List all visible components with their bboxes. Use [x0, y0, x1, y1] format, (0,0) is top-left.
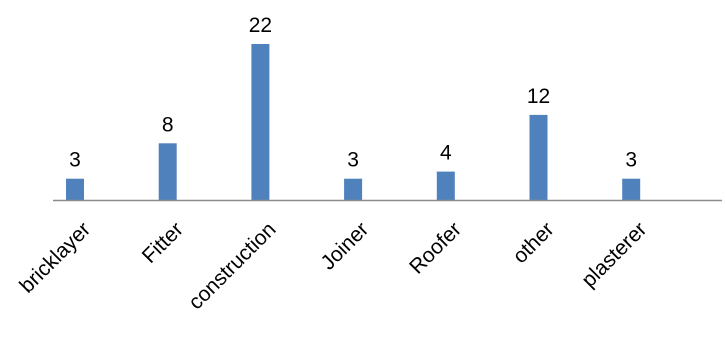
- data-label-plasterer: 3: [625, 149, 637, 172]
- bar-plasterer: [622, 178, 641, 200]
- tick-label-fitter: Fitter: [138, 218, 188, 268]
- bar-other: [529, 114, 548, 200]
- tick-label-bricklayer: bricklayer: [15, 218, 95, 298]
- bars-layer: [66, 44, 641, 200]
- bar-fitter: [158, 143, 177, 200]
- bar-roofer: [436, 171, 455, 200]
- data-label-bricklayer: 3: [69, 149, 81, 172]
- data-label-fitter: 8: [162, 113, 174, 136]
- bar-joiner: [344, 178, 363, 200]
- bar-bricklayer: [66, 178, 84, 200]
- data-labels-layer: 3 8 22 3 4 12 3: [69, 14, 637, 172]
- tick-label-other: other: [509, 218, 559, 268]
- data-label-joiner: 3: [347, 149, 359, 172]
- tick-label-plasterer: plasterer: [577, 218, 651, 292]
- tick-label-roofer: Roofer: [405, 218, 466, 279]
- tick-label-construction: construction: [184, 218, 280, 314]
- bar-construction: [251, 44, 270, 200]
- data-label-other: 12: [527, 85, 550, 108]
- data-label-roofer: 4: [440, 142, 452, 165]
- tick-label-joiner: Joiner: [317, 218, 374, 275]
- data-label-construction: 22: [249, 14, 272, 37]
